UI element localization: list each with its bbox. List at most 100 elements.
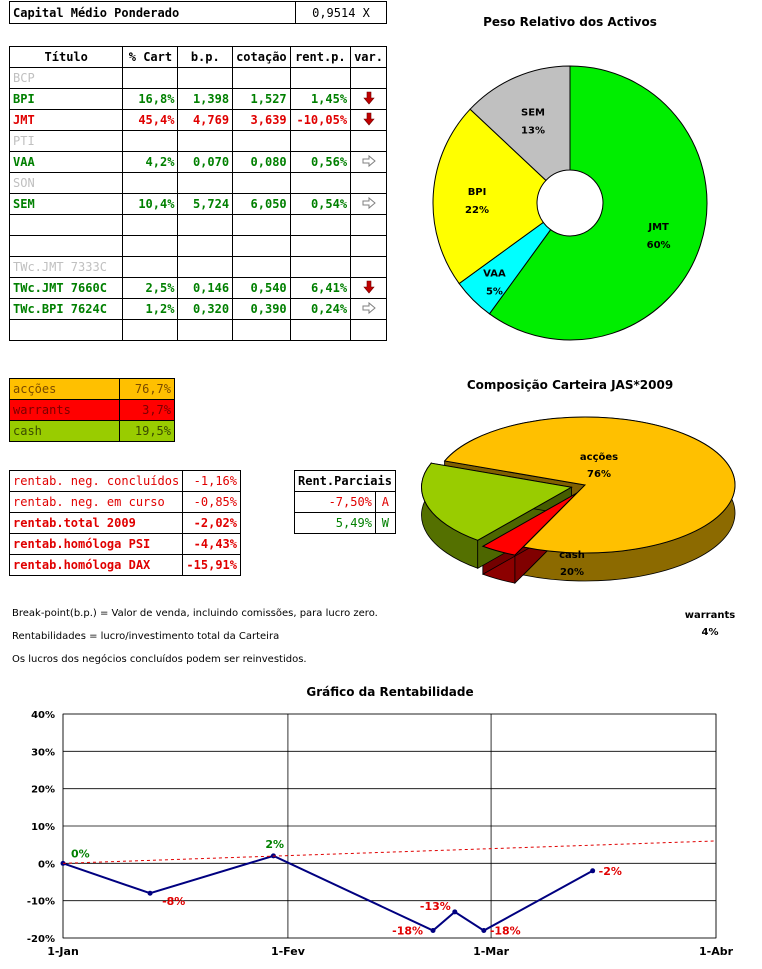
row-title: PTI: [8, 130, 124, 152]
pie-chart-activos: JMT 60% VAA 5% BPI 22% SEM 13%: [432, 65, 708, 341]
partials-table: Rent.Parciais -7,50% A 5,49% W: [294, 470, 396, 534]
pie2-label-name: acções: [580, 452, 618, 463]
row-cotacao: [232, 130, 291, 152]
table-row: SON: [8, 172, 387, 194]
row-rent: [289, 172, 352, 194]
returns-label: rentab.homóloga DAX: [8, 554, 184, 576]
row-cart: [122, 214, 179, 236]
row-rent: [289, 256, 352, 278]
row-rent: 6,41%: [289, 277, 352, 299]
row-cotacao: 0,080: [232, 151, 291, 173]
row-bp: 4,769: [177, 109, 234, 131]
pie2-label-value: 20%: [560, 567, 584, 578]
pie2-title: Composição Carteira JAS*2009: [466, 378, 674, 392]
row-var: [350, 130, 387, 152]
partials-row: -7,50% A: [294, 491, 396, 513]
composition-label: acções: [9, 378, 120, 400]
data-label: -13%: [420, 900, 451, 913]
trend-line: [62, 840, 717, 864]
row-var: [350, 214, 387, 236]
row-cart: 10,4%: [122, 193, 179, 215]
returns-value: -2,02%: [182, 512, 241, 534]
data-label: -18%: [392, 925, 423, 938]
partials-title: Rent.Parciais: [294, 470, 396, 492]
row-cart: 45,4%: [122, 109, 179, 131]
pie1-label-name: BPI: [468, 187, 487, 198]
returns-row: rentab.homóloga PSI -4,43%: [8, 533, 241, 555]
table-row: [8, 319, 387, 341]
row-cart: [122, 235, 179, 257]
table-row: TWc.BPI 7624C 1,2% 0,320 0,390 0,24%: [8, 298, 387, 320]
row-bp: 5,724: [177, 193, 234, 215]
header-cart: % Cart: [122, 46, 179, 68]
row-cart: [122, 319, 179, 341]
partials-row: 5,49% W: [294, 512, 396, 534]
row-title: SEM: [8, 193, 124, 215]
positions-header-row: Título % Cart b.p. cotação rent.p. var.: [8, 46, 387, 68]
row-title: VAA: [8, 151, 124, 173]
row-cotacao: [232, 319, 291, 341]
table-row: BPI 16,8% 1,398 1,527 1,45%: [8, 88, 387, 110]
table-row: TWc.JMT 7660C 2,5% 0,146 0,540 6,41%: [8, 277, 387, 299]
partials-tag: W: [374, 512, 396, 534]
row-title: TWc.JMT 7660C: [8, 277, 124, 299]
row-var: [350, 172, 387, 194]
row-rent: 0,24%: [289, 298, 352, 320]
data-point: [430, 928, 436, 934]
row-var: [350, 319, 387, 341]
pie1-title: Peso Relativo dos Activos: [483, 15, 657, 29]
pie1-label-name: SEM: [521, 108, 545, 119]
row-cotacao: [232, 214, 291, 236]
header-cotacao: cotação: [232, 46, 291, 68]
pie1-slice-jmt: [488, 65, 708, 341]
y-tick-label: 10%: [31, 822, 55, 833]
row-cotacao: 3,639: [232, 109, 291, 131]
returns-label: rentab.homóloga PSI: [8, 533, 184, 555]
returns-row: rentab.homóloga DAX -15,91%: [8, 554, 241, 576]
row-cotacao: [232, 67, 291, 89]
returns-row: rentab.total 2009 -2,02%: [8, 512, 241, 534]
arrow-right-icon: [362, 196, 376, 209]
arrow-right-icon: [362, 301, 376, 314]
row-var: [350, 88, 387, 110]
row-cotacao: 0,540: [232, 277, 291, 299]
pie1-label-value: 22%: [465, 205, 489, 216]
row-bp: [177, 319, 234, 341]
header-rent: rent.p.: [289, 46, 352, 68]
row-bp: [177, 235, 234, 257]
line-title: Gráfico da Rentabilidade: [306, 685, 474, 699]
pie1-label-value: 5%: [486, 287, 503, 298]
data-label: -2%: [599, 865, 622, 878]
table-row: TWc.JMT 7333C: [8, 256, 387, 278]
returns-value: -15,91%: [182, 554, 241, 576]
composition-table: acções 76,7% warrants 3,7% cash 19,5%: [9, 378, 175, 442]
row-rent: [289, 67, 352, 89]
y-tick-label: -10%: [27, 897, 55, 908]
row-bp: [177, 172, 234, 194]
arrow-down-icon: [362, 91, 375, 104]
pie1-label-name: JMT: [647, 222, 669, 233]
row-rent: 0,56%: [289, 151, 352, 173]
row-rent: [289, 319, 352, 341]
row-bp: 0,146: [177, 277, 234, 299]
pie1-slice-sem: [469, 65, 571, 182]
returns-value: -1,16%: [182, 470, 241, 492]
row-var: [350, 298, 387, 320]
x-tick-label: 1-Abr: [699, 945, 734, 958]
returns-value: -0,85%: [182, 491, 241, 513]
pie1-label-value: 13%: [521, 126, 545, 137]
y-tick-label: 30%: [31, 747, 55, 758]
data-point: [481, 928, 487, 934]
table-row: [8, 235, 387, 257]
row-var: [350, 67, 387, 89]
row-var: [350, 109, 387, 131]
data-label: -18%: [490, 925, 521, 938]
row-title: [8, 319, 124, 341]
data-point: [147, 890, 153, 896]
row-cart: [122, 67, 179, 89]
pie2-label-value: 4%: [702, 627, 719, 638]
row-bp: [177, 256, 234, 278]
composition-row: acções 76,7%: [9, 378, 175, 400]
returns-label: rentab.total 2009: [8, 512, 184, 534]
pie1-label-name: VAA: [483, 269, 506, 280]
